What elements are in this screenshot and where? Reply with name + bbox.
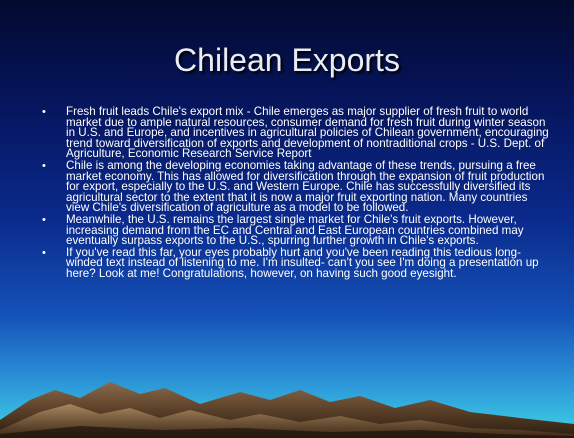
bullet-list: Fresh fruit leads Chile's export mix - C… (40, 107, 552, 281)
bullet: If you've read this far, your eyes proba… (40, 248, 552, 280)
slide-title: Chilean Exports (0, 40, 574, 80)
bullet: Chile is among the developing economies … (40, 161, 552, 214)
bullet: Meanwhile, the U.S. remains the largest … (40, 215, 552, 247)
mountains (0, 360, 574, 438)
page: {"title": "Chilean Exports", "bullets": … (0, 0, 574, 438)
bullet: Fresh fruit leads Chile's export mix - C… (40, 107, 552, 160)
slide: Chilean Exports Fresh fruit leads Chile'… (0, 0, 574, 438)
